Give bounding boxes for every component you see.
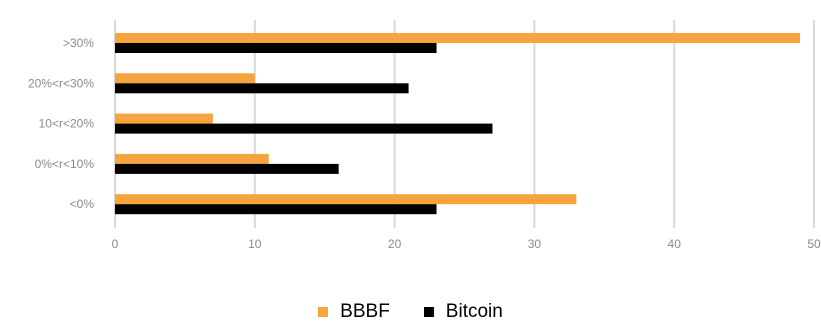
legend-item-bitcoin: Bitcoin xyxy=(423,301,503,323)
legend-swatch-bbbf xyxy=(318,307,329,317)
x-tick-label-10: 10 xyxy=(248,237,262,251)
bar-bitcoin-4 xyxy=(115,204,437,215)
x-tick-label-40: 40 xyxy=(668,237,682,251)
x-tick-label-0: 0 xyxy=(112,237,119,251)
bar-bbbf-1 xyxy=(115,73,255,84)
bar-bbbf-4 xyxy=(115,194,577,205)
bar-bbbf-2 xyxy=(115,113,213,124)
bar-bbbf-0 xyxy=(115,33,801,43)
x-tick-label-20: 20 xyxy=(388,237,402,251)
bar-bitcoin-2 xyxy=(115,123,493,134)
x-tick-label-30: 30 xyxy=(528,237,542,251)
bar-bitcoin-0 xyxy=(115,43,437,53)
y-tick-label: >30% xyxy=(63,36,94,50)
legend: BBBF Bitcoin xyxy=(0,300,821,324)
y-tick-label: 10<r<20% xyxy=(39,117,95,131)
bar-bitcoin-3 xyxy=(115,163,339,174)
y-tick-label: 0%<r<10% xyxy=(35,157,95,171)
y-tick-label: 20%<r<30% xyxy=(28,76,94,90)
y-tick-label: <0% xyxy=(70,197,95,211)
legend-item-bbbf: BBBF xyxy=(318,301,390,323)
bar-bbbf-3 xyxy=(115,153,269,164)
legend-swatch-bitcoin xyxy=(423,307,434,317)
legend-label-bbbf: BBBF xyxy=(340,301,390,322)
x-tick-label-50: 50 xyxy=(807,237,821,251)
bar-bitcoin-1 xyxy=(115,83,409,94)
bar-chart: >30% 20%<r<30% 10<r<20% 0%<r<10% <0% 0 10 20 30 4… xyxy=(28,20,821,251)
legend-label-bitcoin: Bitcoin xyxy=(445,301,503,322)
